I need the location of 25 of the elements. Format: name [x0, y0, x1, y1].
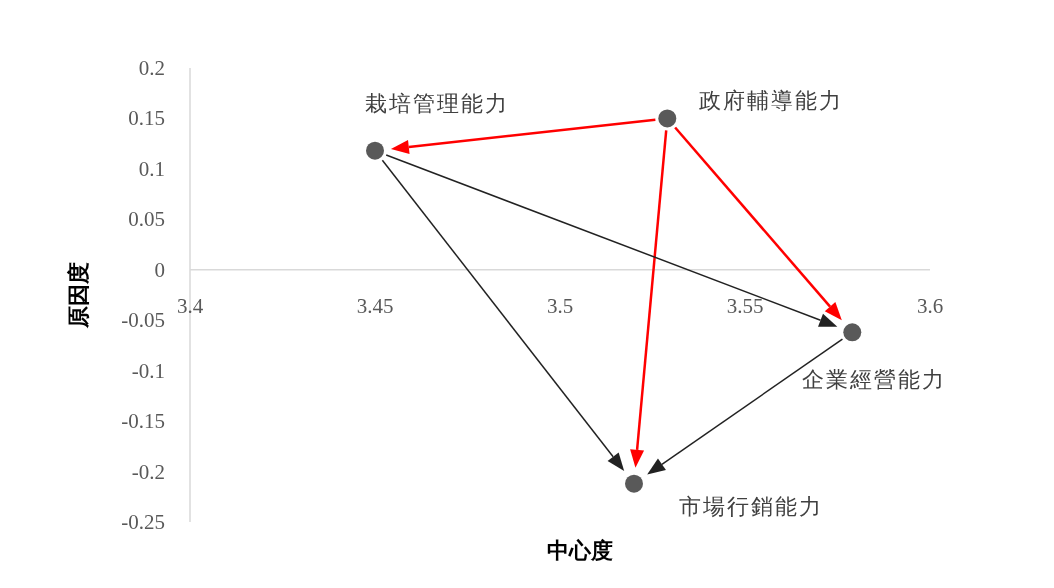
x-tick-label: 3.45	[356, 293, 394, 318]
y-tick-label: -0.2	[131, 459, 165, 484]
point	[366, 141, 384, 160]
x-tick-label: 3.6	[916, 293, 944, 318]
annotation: 栽培管理能力	[365, 90, 509, 116]
y-axis-title: 原因度	[65, 262, 91, 329]
y-tick-label: 0.2	[138, 56, 165, 80]
x-tick-label: 3.4	[176, 293, 204, 318]
point	[625, 474, 643, 493]
y-tick-label: -0.1	[131, 358, 165, 383]
point	[843, 323, 862, 342]
annotation: 政府輔導能力	[699, 88, 844, 114]
x-axis-title: 中心度	[547, 537, 613, 563]
annotation: 企業經營能力	[802, 367, 947, 393]
x-tick-label: 3.5	[546, 293, 574, 318]
y-tick-label: -0.25	[121, 510, 165, 534]
annotation: 市場行銷能力	[679, 493, 823, 519]
y-tick-label: -0.05	[121, 308, 165, 333]
y-tick-label: 0.05	[128, 207, 165, 232]
x-tick-label: 3.55	[726, 293, 764, 318]
point	[658, 109, 677, 128]
y-tick-label: 0.15	[128, 106, 165, 131]
y-tick-label: -0.15	[121, 409, 165, 434]
y-tick-label: 0.1	[138, 156, 165, 181]
y-tick-label: 0	[154, 257, 165, 282]
